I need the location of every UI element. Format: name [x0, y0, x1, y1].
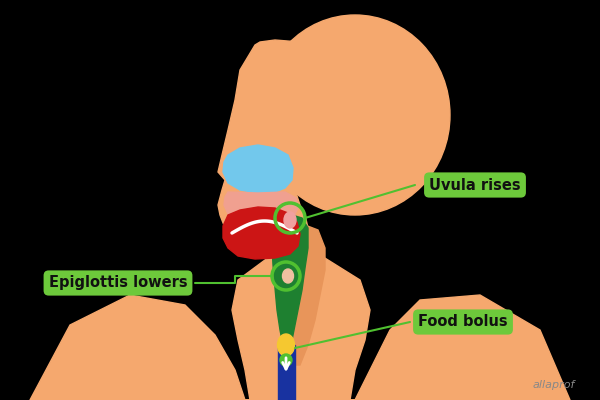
Polygon shape [232, 245, 370, 400]
Text: Food bolus: Food bolus [418, 314, 508, 330]
Polygon shape [223, 145, 293, 193]
Ellipse shape [260, 15, 450, 215]
Ellipse shape [283, 269, 293, 283]
Polygon shape [278, 345, 295, 400]
Polygon shape [272, 215, 308, 350]
Polygon shape [30, 295, 570, 400]
Ellipse shape [284, 212, 296, 228]
Polygon shape [290, 225, 325, 365]
Polygon shape [224, 192, 298, 222]
Ellipse shape [277, 334, 295, 356]
Text: Uvula rises: Uvula rises [429, 178, 521, 192]
Polygon shape [218, 40, 320, 258]
Text: allaprof: allaprof [533, 380, 575, 390]
Text: Epiglottis lowers: Epiglottis lowers [49, 276, 187, 290]
Polygon shape [223, 207, 300, 259]
Circle shape [280, 354, 292, 366]
